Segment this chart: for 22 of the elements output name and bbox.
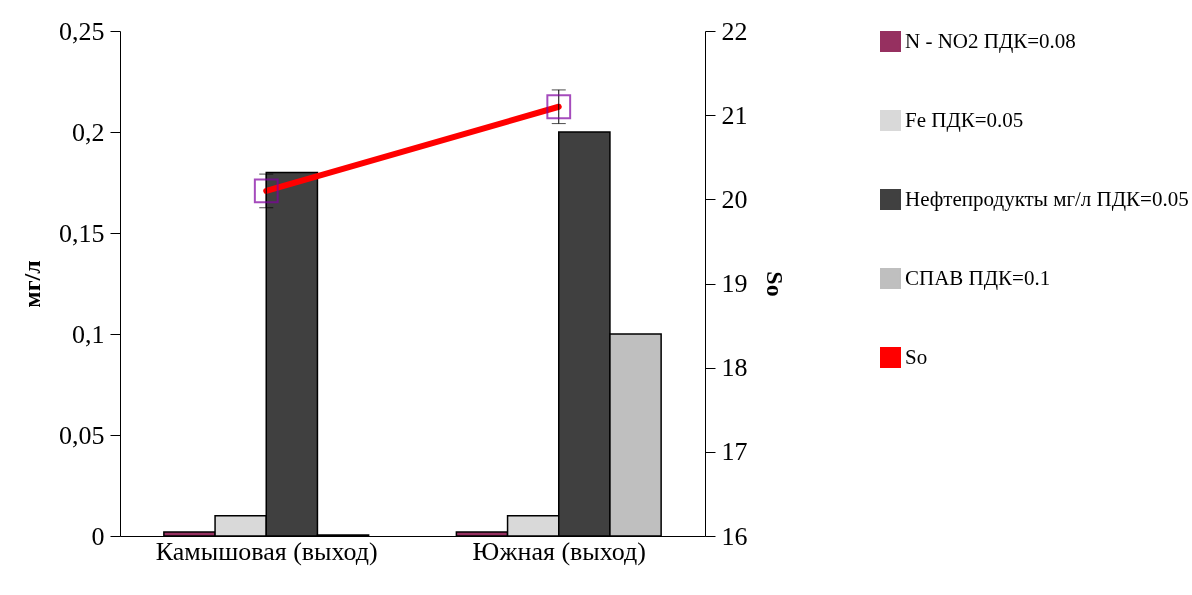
y-tick-label: 0,2 xyxy=(72,117,105,147)
x-tick-label: Южная (выход) xyxy=(472,536,646,566)
legend-label: СПАВ ПДК=0.1 xyxy=(905,265,1051,290)
legend-label: Нефтепродукты мг/л ПДК=0.05 xyxy=(905,186,1189,211)
y-tick-label: 0,05 xyxy=(59,420,105,450)
y2-axis-title: So xyxy=(761,271,788,297)
y2-tick-label: 18 xyxy=(721,353,748,383)
x-tick-label: Камышовая (выход) xyxy=(155,536,378,566)
y-tick-label: 0,15 xyxy=(59,218,105,248)
legend-label: So xyxy=(905,344,928,369)
legend-label: N - NO2 ПДК=0.08 xyxy=(905,28,1076,53)
y-tick-label: 0 xyxy=(91,521,105,551)
y2-tick-label: 19 xyxy=(721,269,748,298)
y-axis-title: мг/л xyxy=(19,260,45,308)
y2-tick-label: 17 xyxy=(721,437,748,467)
y-tick-label: 0,25 xyxy=(59,16,105,46)
y-tick-label: 0,1 xyxy=(72,319,105,349)
y2-tick-label: 16 xyxy=(721,521,748,551)
legend-label: Fe ПДК=0.05 xyxy=(905,107,1024,132)
y2-tick-label: 22 xyxy=(721,16,748,46)
y2-tick-label: 21 xyxy=(721,100,748,130)
y2-tick-label: 20 xyxy=(721,184,748,214)
